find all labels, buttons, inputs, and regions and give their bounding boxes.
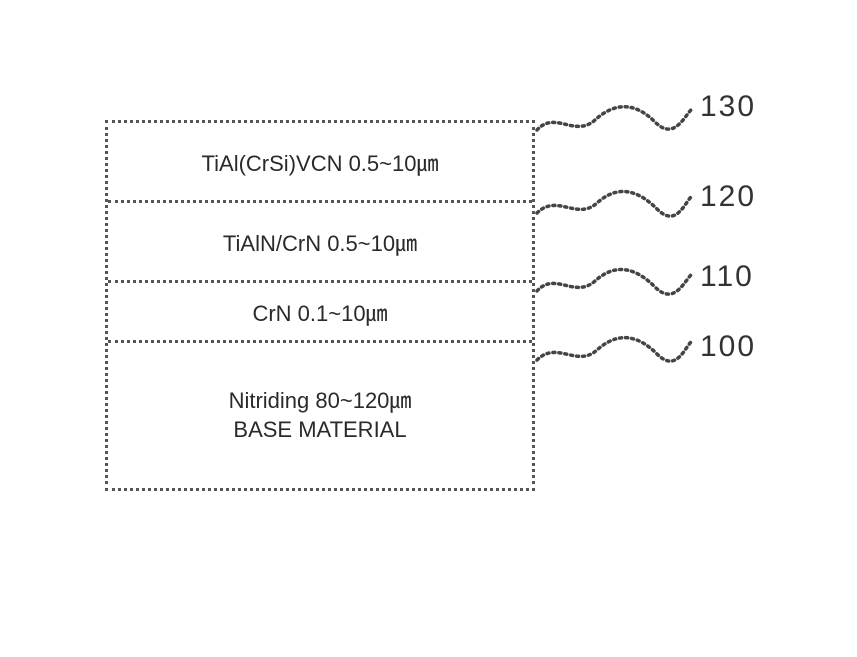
- callout-110: 110: [700, 260, 754, 294]
- layer-120: TiAlN/CrN 0.5~10㎛: [108, 203, 532, 283]
- layer-stack: TiAl(CrSi)VCN 0.5~10㎛ TiAlN/CrN 0.5~10㎛ …: [105, 120, 535, 491]
- callout-100: 100: [700, 330, 756, 364]
- leader-line-130: [535, 100, 695, 140]
- layer-110: CrN 0.1~10㎛: [108, 283, 532, 343]
- layer-label: Nitriding 80~120㎛: [229, 387, 412, 416]
- diagram-stage: TiAl(CrSi)VCN 0.5~10㎛ TiAlN/CrN 0.5~10㎛ …: [0, 0, 857, 657]
- leader-line-100: [535, 330, 695, 370]
- layer-sublabel: BASE MATERIAL: [233, 416, 406, 445]
- layer-label: TiAl(CrSi)VCN 0.5~10㎛: [202, 146, 439, 178]
- layer-label: TiAlN/CrN 0.5~10㎛: [223, 226, 417, 258]
- layer-130: TiAl(CrSi)VCN 0.5~10㎛: [108, 123, 532, 203]
- leader-line-120: [535, 185, 695, 225]
- layer-label: CrN 0.1~10㎛: [252, 296, 387, 328]
- callout-120: 120: [700, 180, 756, 214]
- layer-100: Nitriding 80~120㎛ BASE MATERIAL: [108, 343, 532, 488]
- callout-130: 130: [700, 90, 756, 124]
- leader-line-110: [535, 265, 695, 305]
